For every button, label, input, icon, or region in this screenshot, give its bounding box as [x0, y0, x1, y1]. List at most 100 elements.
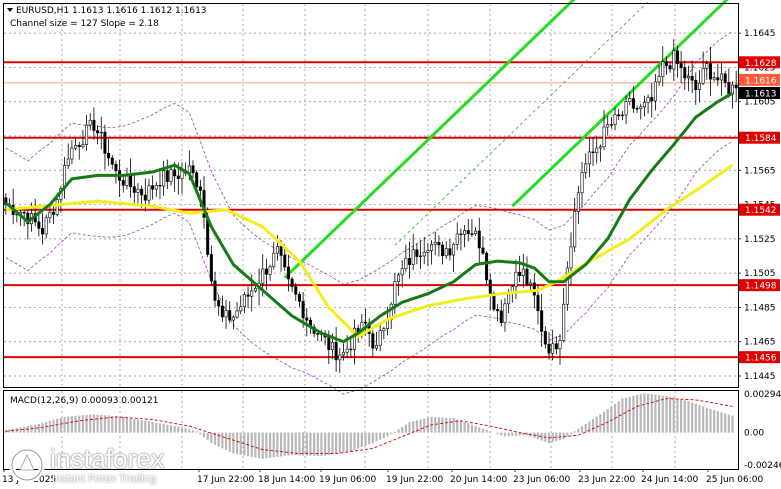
candle [297, 291, 301, 308]
candle [657, 65, 661, 86]
candle-body [569, 246, 573, 269]
candle [712, 71, 716, 82]
y-tick-label: 1.1605 [744, 98, 776, 108]
candle-body [92, 119, 96, 131]
candle-body [496, 309, 500, 312]
candle [463, 225, 467, 248]
candle [272, 241, 276, 270]
candle [444, 241, 448, 259]
candle [474, 227, 478, 236]
candle [734, 70, 738, 103]
candle-body [290, 278, 294, 287]
candle [606, 115, 610, 136]
candle-body [382, 328, 386, 331]
candle-body [195, 172, 199, 188]
candle-body [609, 124, 613, 126]
candle [70, 140, 74, 165]
candle-body [613, 114, 617, 125]
candle-body [452, 244, 456, 256]
price-tag-label: 1.1613 [745, 90, 777, 100]
candle-body [444, 248, 448, 257]
candle [213, 271, 217, 307]
symbol-header: EURUSD,H1 1.1613 1.1616 1.1612 1.1613 [16, 6, 207, 16]
channel-mid-line [394, 0, 651, 246]
candle-body [37, 221, 41, 229]
candle [565, 261, 569, 311]
candle-body [602, 126, 606, 148]
candle [37, 214, 41, 237]
candle-body [661, 61, 665, 77]
candle [617, 109, 621, 121]
candle-body [213, 280, 217, 301]
level-tag-label: 1.1628 [745, 59, 777, 69]
level-tag-1.1456 [739, 351, 780, 364]
candle-body [129, 174, 133, 187]
candle-body [675, 50, 679, 64]
candle-body [85, 124, 89, 145]
candle-body [474, 230, 478, 235]
candle-body [503, 303, 507, 324]
candle-body [565, 267, 569, 305]
macd-y-tick-label: 0.00294 [744, 390, 781, 400]
candle-body [253, 288, 257, 292]
candle-body [341, 351, 345, 356]
candle [147, 178, 151, 208]
candle-body [107, 153, 111, 159]
candle [433, 231, 437, 256]
candle [220, 295, 224, 322]
x-tick-label: 23 Jun 22:00 [578, 475, 635, 485]
candle [397, 272, 401, 296]
candle [239, 295, 243, 315]
candle-body [132, 186, 136, 193]
x-tick-label: 18 Jun 14:00 [258, 475, 315, 485]
candle [499, 299, 503, 327]
candle-body [198, 186, 202, 191]
candle [375, 331, 379, 351]
candle-body [518, 271, 522, 276]
macd-signal-line [5, 398, 733, 455]
collapse-arrow-icon[interactable] [7, 8, 13, 12]
candle-body [540, 310, 544, 332]
candle-body [419, 255, 423, 258]
candle [305, 308, 309, 337]
candle [107, 139, 111, 167]
candle [415, 243, 419, 265]
candle [110, 154, 114, 170]
level-lines [4, 61, 738, 359]
level-tag-label: 1.1498 [745, 282, 777, 292]
price-tag-1.1613 [739, 87, 780, 99]
candle-body [606, 124, 610, 128]
candle-body [239, 306, 243, 312]
candle [477, 217, 481, 264]
x-tick-label: 19 Jun 06:00 [319, 475, 376, 485]
candle [529, 279, 533, 292]
candle-body [433, 242, 437, 245]
candle-body [441, 244, 445, 257]
candle-body [595, 147, 599, 153]
candle-body [580, 172, 584, 194]
candle-body [103, 131, 107, 154]
candle [400, 260, 404, 288]
y-tick-label: 1.1485 [744, 303, 776, 313]
brand-tagline: Instant Forex Trading [52, 473, 156, 485]
candle [426, 242, 430, 267]
candle [466, 218, 470, 242]
candle [235, 302, 239, 319]
candle-body [551, 343, 555, 354]
candle-body [246, 294, 250, 297]
candle-body [716, 77, 720, 81]
candle-body [529, 282, 533, 285]
candle-body [488, 279, 492, 294]
brand-name: instaforex [50, 444, 165, 474]
candle-body [411, 249, 415, 265]
candle-body [114, 163, 118, 172]
candle [441, 241, 445, 265]
candle-body [88, 119, 92, 126]
candle [613, 107, 617, 131]
candle [639, 103, 643, 120]
candle-body [694, 80, 698, 90]
candle-body [547, 343, 551, 354]
y-tick-label: 1.1625 [744, 63, 776, 73]
upper-band-line [5, 31, 733, 285]
candle-body [426, 250, 430, 253]
